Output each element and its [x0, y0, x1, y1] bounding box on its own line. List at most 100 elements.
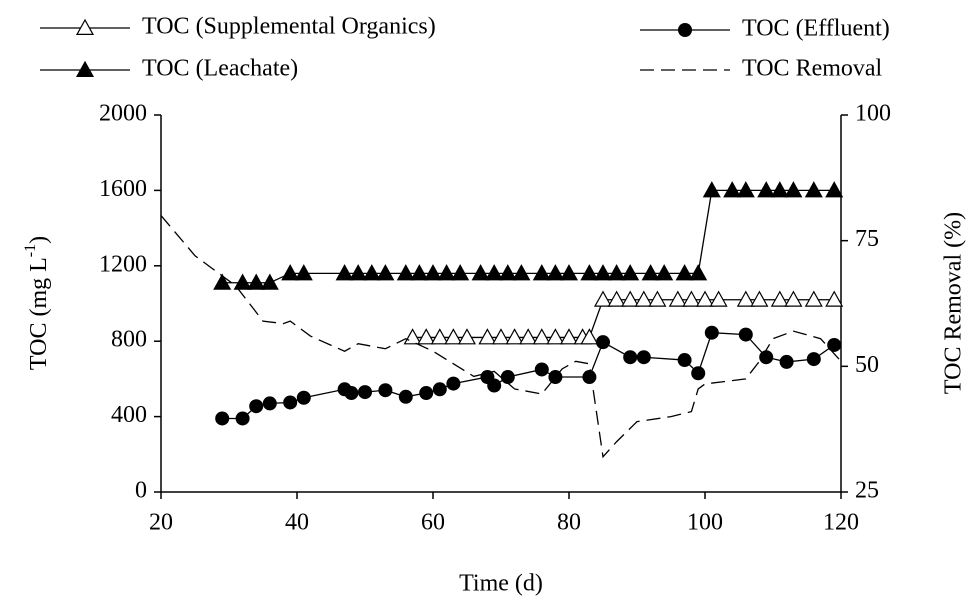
point	[247, 273, 266, 290]
point	[249, 399, 264, 414]
point	[260, 273, 279, 290]
x-tick-label: 40	[285, 510, 309, 536]
point	[505, 328, 524, 345]
point	[532, 264, 551, 281]
point	[738, 327, 753, 342]
point	[478, 328, 497, 345]
x-tick-label: 60	[421, 510, 445, 536]
point	[344, 386, 359, 401]
point	[736, 290, 755, 307]
point	[704, 325, 719, 340]
point	[75, 60, 95, 78]
point	[398, 389, 413, 404]
point	[655, 264, 674, 281]
x-tick-label: 80	[557, 510, 581, 536]
x-axis-label: Time (d)	[459, 571, 543, 597]
y-tick-label: 400	[111, 402, 147, 428]
point	[825, 290, 844, 307]
point	[689, 264, 708, 281]
point	[779, 354, 794, 369]
legend-label: TOC Removal	[742, 56, 883, 82]
point	[376, 264, 395, 281]
point	[825, 181, 844, 198]
point	[636, 350, 651, 365]
point	[294, 264, 313, 281]
point	[419, 386, 434, 401]
point	[804, 290, 823, 307]
point	[677, 353, 692, 368]
point	[580, 328, 599, 345]
point	[682, 290, 701, 307]
y-tick-label: 1600	[99, 176, 147, 202]
point	[759, 350, 774, 365]
point	[519, 328, 538, 345]
legend-label: TOC (Supplemental Organics)	[142, 14, 436, 40]
point	[75, 18, 95, 36]
point	[457, 328, 477, 345]
point	[582, 370, 597, 385]
point	[593, 290, 613, 307]
x-tick-label: 120	[823, 510, 859, 536]
point	[702, 181, 721, 198]
point	[806, 352, 821, 367]
point	[709, 290, 728, 307]
point	[396, 264, 415, 281]
point	[335, 264, 354, 281]
legend-label: TOC (Effluent)	[742, 16, 890, 42]
point	[675, 264, 694, 281]
y-tick-label: 1200	[99, 251, 147, 277]
point	[546, 328, 565, 345]
point	[784, 290, 803, 307]
point	[233, 273, 252, 290]
y-label-sup: -1	[22, 244, 39, 257]
point	[757, 181, 776, 198]
y2-axis-label: TOC Removal (%)	[941, 212, 967, 394]
point	[827, 337, 842, 352]
y2-tick-label: 50	[855, 352, 879, 378]
y2-tick-label: 75	[855, 226, 879, 252]
legend-label: TOC (Leachate)	[142, 56, 298, 82]
point	[736, 181, 755, 198]
point	[596, 335, 610, 350]
x-tick-label: 20	[149, 510, 173, 536]
point	[487, 378, 502, 393]
point	[621, 290, 640, 307]
point	[498, 264, 517, 281]
point	[770, 181, 789, 198]
y-tick-label: 2000	[99, 101, 147, 127]
point	[691, 366, 706, 381]
y2-tick-label: 100	[855, 101, 891, 127]
point	[532, 328, 551, 345]
x-tick-label: 100	[687, 510, 723, 536]
point	[580, 264, 599, 281]
point	[432, 382, 447, 397]
point	[491, 328, 511, 345]
point	[593, 264, 613, 281]
point	[723, 181, 742, 198]
point	[546, 264, 565, 281]
point	[451, 264, 470, 281]
point	[607, 290, 626, 307]
point	[410, 264, 429, 281]
point	[485, 264, 504, 281]
point	[444, 328, 463, 345]
point	[668, 290, 687, 307]
point	[281, 264, 300, 281]
point	[262, 396, 277, 411]
point	[678, 23, 692, 37]
point	[641, 264, 660, 281]
point	[500, 370, 515, 385]
point	[446, 376, 461, 391]
series-line	[222, 189, 835, 284]
point	[283, 395, 298, 410]
point	[750, 290, 769, 307]
point	[648, 290, 667, 307]
y-label-part: )	[26, 236, 52, 244]
point	[437, 264, 456, 281]
point	[607, 264, 626, 281]
y-tick-label: 0	[135, 478, 147, 504]
series-line	[222, 332, 835, 420]
point	[430, 328, 449, 345]
